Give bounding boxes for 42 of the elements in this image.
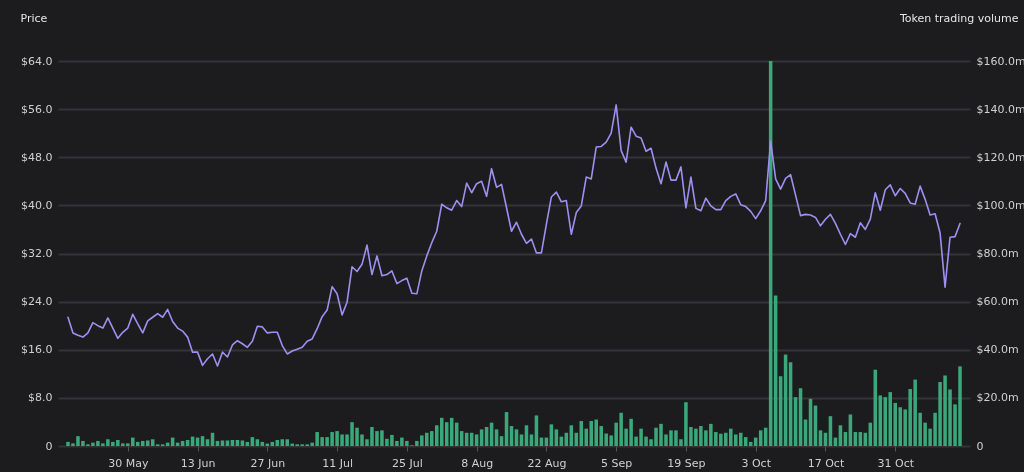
y2-tick-label: $80.0m <box>976 247 1019 260</box>
x-tick-label: 11 Jul <box>322 456 353 470</box>
y-tick-label: $24.0 <box>21 295 53 309</box>
bar <box>225 440 230 446</box>
x-tick-label: 22 Aug <box>527 456 567 470</box>
y-axis-title: Price <box>20 11 48 25</box>
y-tick-label: $48.0 <box>21 150 53 164</box>
bar <box>285 439 290 446</box>
y2-tick-label: $100.0m <box>976 198 1024 212</box>
bar <box>240 440 245 446</box>
y-tick-label: $16.0 <box>21 343 53 357</box>
y2-tick-label: $60.0m <box>976 295 1019 309</box>
y2-tick-label: $160.0m <box>976 54 1024 68</box>
x-tick-label: 25 Jul <box>391 456 423 470</box>
x-tick-label: 19 Sep <box>667 456 706 470</box>
x-tick-label: 3 Oct <box>741 456 772 470</box>
x-tick-label: 8 Aug <box>461 456 494 470</box>
bar <box>145 440 150 446</box>
y2-tick-label: $40.0m <box>976 343 1019 357</box>
y-tick-label: $8.0 <box>28 391 53 405</box>
x-tick-label: 5 Sep <box>601 456 633 470</box>
y2-axis-title: Token trading volume <box>898 11 1019 25</box>
y-tick-label: $64.0 <box>21 54 53 68</box>
bar <box>738 432 743 446</box>
bar <box>220 440 225 446</box>
x-tick-label: 30 May <box>108 456 149 470</box>
y-tick-label: $32.0 <box>21 247 53 260</box>
y2-tick-label: $20.0m <box>976 391 1019 405</box>
x-tick-label: 31 Oct <box>877 456 915 470</box>
y-tick-label: 0 <box>45 439 53 453</box>
bar <box>888 392 893 446</box>
bar <box>135 441 140 446</box>
line-series <box>67 104 961 367</box>
x-tick-label: 13 Jun <box>180 456 216 470</box>
y2-tick-label: $140.0m <box>976 102 1024 116</box>
y-tick-label: $56.0 <box>21 102 53 116</box>
bar <box>439 417 444 446</box>
y2-tick-label: $120.0m <box>976 150 1024 164</box>
x-tick-label: 17 Oct <box>807 456 845 470</box>
x-tick-label: 27 Jun <box>250 456 286 470</box>
y-tick-label: $40.0 <box>21 198 53 212</box>
y2-tick-label: 0 <box>976 439 984 453</box>
